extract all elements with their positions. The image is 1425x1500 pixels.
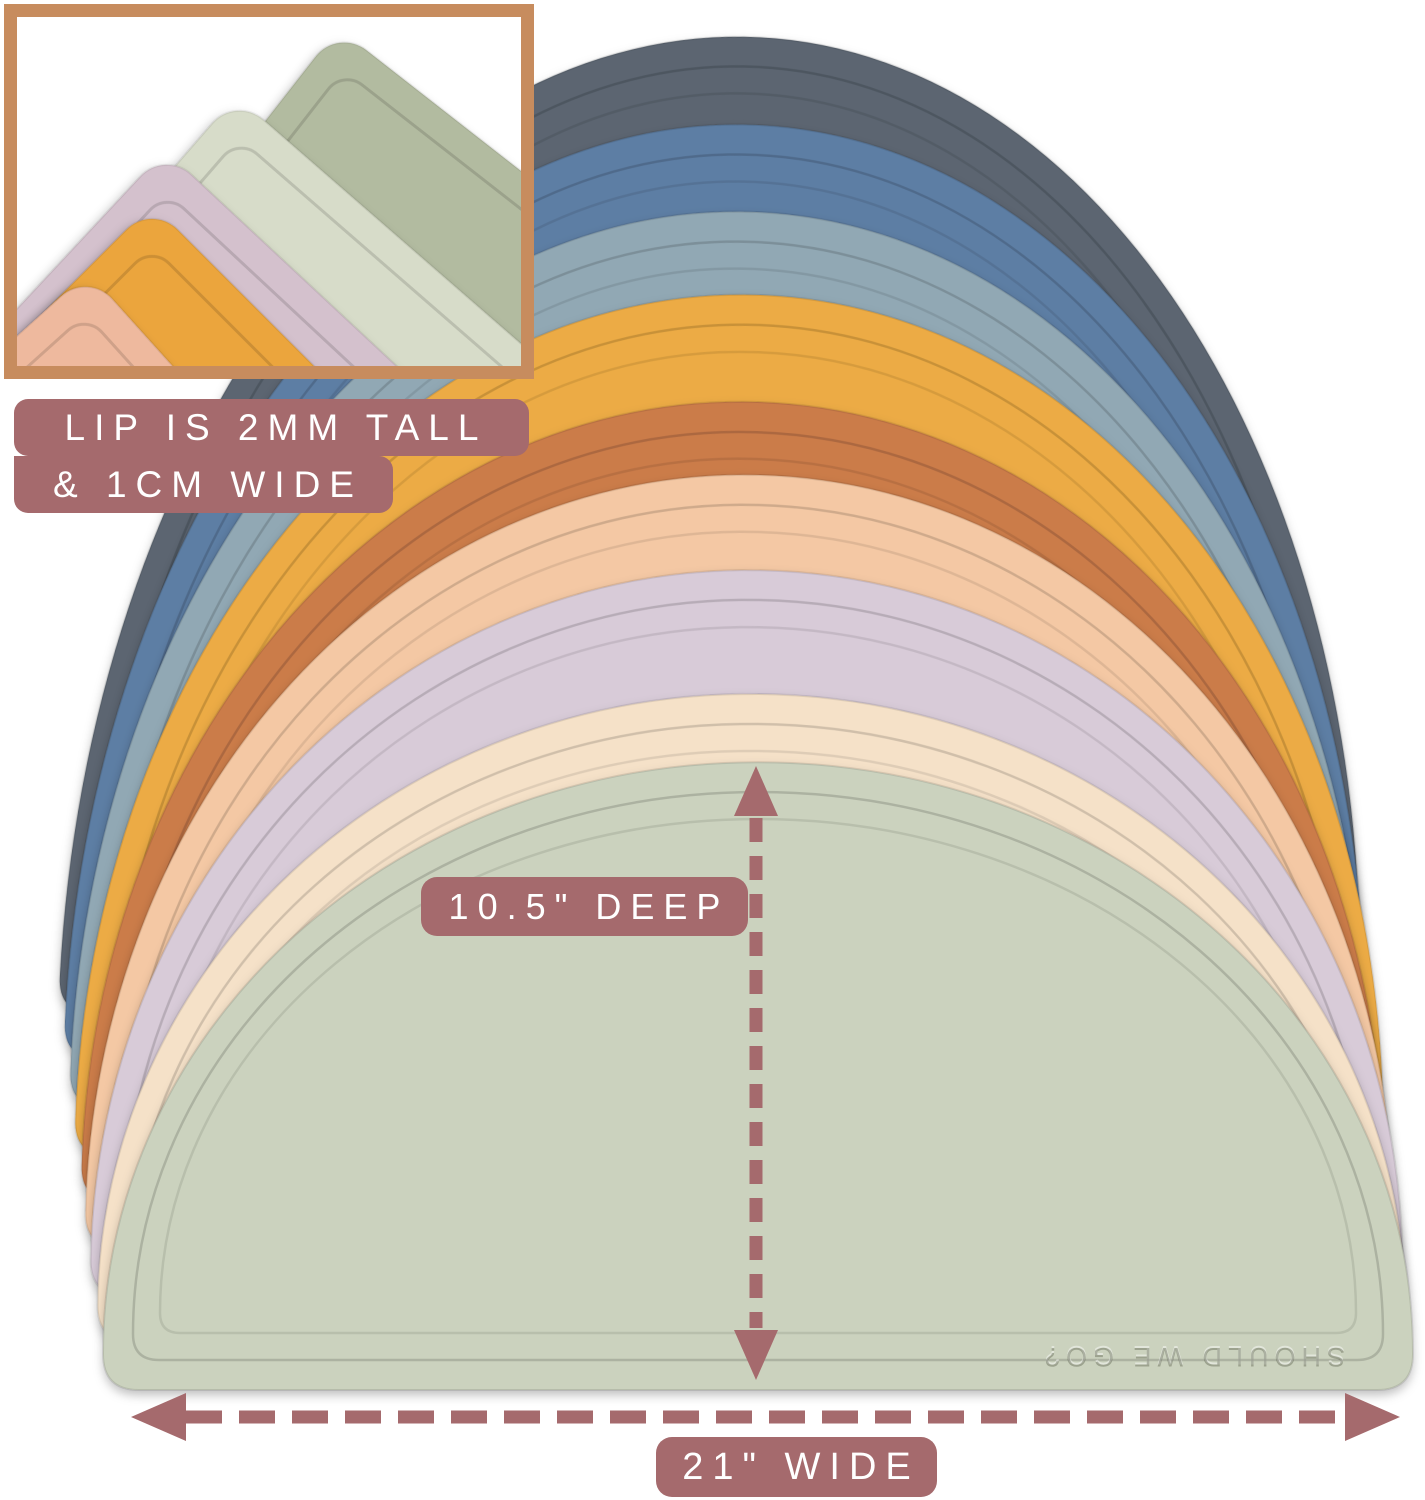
depth-label: 10.5" DEEP [421, 877, 748, 936]
depth-arrow [734, 766, 778, 1380]
lip-detail-inset: SHOULD WE GO?SHOULD WE GO?SHOULD WE GO?S… [4, 4, 534, 379]
embossed-text: SHOULD WE GO?SHOULD WE GO? [1039, 1340, 1345, 1372]
lip-size-label-line1: LIP IS 2MM TALL [14, 399, 529, 456]
svg-text:SHOULD WE GO?: SHOULD WE GO? [1039, 1342, 1345, 1372]
width-label: 21" WIDE [656, 1437, 937, 1497]
arrow-head-down [734, 1330, 778, 1380]
dimension-arrows [131, 766, 1400, 1441]
arrow-head-up [734, 766, 778, 816]
lip-size-label-line2: & 1CM WIDE [14, 456, 393, 513]
svg-text:SHOULD WE GO?: SHOULD WE GO? [1039, 1340, 1345, 1370]
width-arrow [131, 1393, 1400, 1441]
arrow-head-right [1345, 1393, 1400, 1441]
arrow-head-left [131, 1393, 186, 1441]
